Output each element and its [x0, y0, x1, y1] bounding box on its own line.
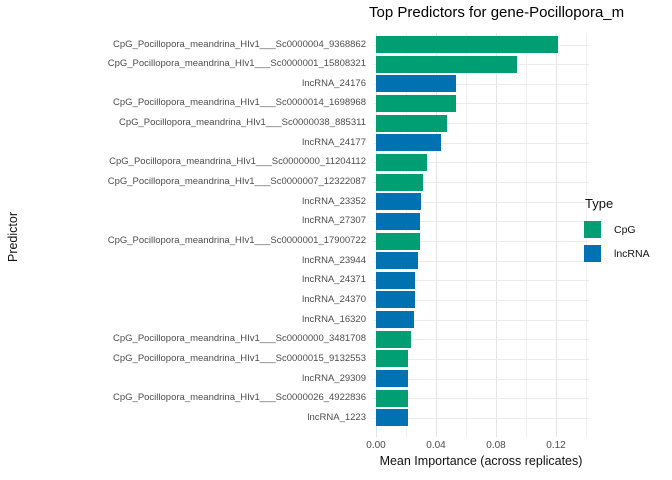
- y-axis-tick-label: lncRNA_23944: [302, 254, 366, 266]
- minor-gridline: [526, 33, 527, 437]
- y-axis-tick-label: CpG_Pocillopora_meandrina_HIv1___Sc00000…: [118, 117, 366, 129]
- bar-lncrna: [376, 291, 415, 309]
- row-gridline: [373, 221, 589, 223]
- row-gridline: [373, 241, 589, 242]
- y-axis-tick-label: lncRNA_1223: [307, 411, 366, 423]
- row-gridline: [373, 123, 589, 125]
- row-gridline: [373, 260, 589, 262]
- bar-cpg: [376, 173, 423, 191]
- row-gridline: [373, 103, 589, 105]
- y-axis-tick-label: CpG_Pocillopora_meandrina_HIv1___Sc00000…: [107, 235, 366, 246]
- chart-title: Top Predictors for gene-Pocillopora_m: [369, 4, 625, 21]
- y-axis-tick-label: lncRNA_24176: [302, 77, 366, 89]
- y-axis-tick-label: CpG_Pocillopora_meandrina_HIv1___Sc00000…: [107, 176, 366, 188]
- x-axis-tick-label: 0.08: [486, 440, 506, 451]
- row-gridline: [373, 398, 589, 400]
- bar-lncrna: [376, 311, 414, 329]
- row-gridline: [373, 319, 589, 321]
- bar-lncrna: [376, 193, 421, 211]
- bar-lncrna: [376, 75, 456, 93]
- y-axis-tick-label: lncRNA_16320: [302, 313, 366, 325]
- major-gridline: [556, 33, 557, 437]
- bar-lncrna: [376, 409, 408, 427]
- y-axis-tick-label: lncRNA_24370: [302, 293, 366, 305]
- bar-lncrna: [376, 271, 415, 289]
- row-gridline: [373, 83, 589, 85]
- bar-lncrna: [376, 252, 418, 270]
- major-gridline: [496, 33, 497, 437]
- legend-swatch-cpg: [584, 221, 601, 238]
- row-gridline: [373, 201, 589, 203]
- bar-cpg: [376, 55, 517, 73]
- y-axis-tick-label: lncRNA_27307: [302, 215, 366, 227]
- legend-item: lncRNA: [584, 245, 672, 262]
- legend: Type CpG lncRNA: [584, 196, 672, 269]
- row-gridline: [373, 162, 589, 164]
- row-gridline: [373, 358, 589, 360]
- bar-cpg: [376, 232, 420, 250]
- row-gridline: [373, 182, 589, 184]
- y-axis-tick-label: lncRNA_24177: [302, 136, 366, 148]
- y-axis-tick-label: CpG_Pocillopora_meandrina_HIv1___Sc00000…: [107, 58, 366, 70]
- legend-item-label: CpG: [614, 223, 636, 236]
- row-gridline: [373, 142, 589, 144]
- row-gridline: [373, 280, 589, 282]
- bar-lncrna: [376, 212, 420, 230]
- legend-item-label: lncRNA: [614, 247, 650, 260]
- legend-swatch-lncrna: [584, 245, 601, 262]
- bar-lncrna: [376, 134, 441, 152]
- legend-items: CpG lncRNA: [584, 221, 672, 262]
- x-axis-title: Mean Importance (across replicates): [379, 454, 583, 468]
- bar-cpg: [376, 330, 411, 348]
- y-axis-tick-label: CpG_Pocillopora_meandrina_HIv1___Sc00000…: [109, 156, 366, 168]
- bar-cpg: [376, 153, 427, 171]
- y-axis-tick-label: CpG_Pocillopora_meandrina_HIv1___Sc00000…: [113, 392, 366, 404]
- bar-cpg: [376, 389, 408, 407]
- bar-cpg: [376, 350, 408, 368]
- row-gridline: [373, 339, 589, 341]
- plot-panel: [373, 33, 589, 437]
- bar-cpg: [376, 94, 456, 112]
- y-axis-tick-label: CpG_Pocillopora_meandrina_HIv1___Sc00000…: [113, 97, 366, 109]
- x-axis-tick-label: 0.12: [546, 440, 566, 451]
- row-gridline: [373, 378, 589, 380]
- legend-title: Type: [585, 196, 614, 211]
- y-axis-tick-label: CpG_Pocillopora_meandrina_HIv1___Sc00000…: [113, 38, 366, 50]
- y-axis-tick-label: CpG_Pocillopora_meandrina_HIv1___Sc00000…: [113, 352, 366, 364]
- bar-lncrna: [376, 370, 408, 388]
- legend-item: CpG: [584, 221, 672, 238]
- x-axis-tick-label: 0.04: [426, 440, 446, 451]
- bar-cpg: [376, 36, 558, 53]
- row-gridline: [373, 417, 589, 419]
- major-gridline: [436, 33, 437, 437]
- x-axis-tick-label: 0.00: [366, 440, 386, 451]
- row-gridline: [373, 299, 589, 301]
- y-axis-tick-label: lncRNA_24371: [302, 274, 366, 286]
- bar-cpg: [376, 114, 447, 132]
- y-axis-tick-label: lncRNA_29309: [302, 372, 366, 384]
- y-axis-tick-label: CpG_Pocillopora_meandrina_HIv1___Sc00000…: [113, 333, 366, 345]
- minor-gridline: [466, 33, 467, 437]
- y-axis-tick-label: lncRNA_23352: [302, 195, 366, 207]
